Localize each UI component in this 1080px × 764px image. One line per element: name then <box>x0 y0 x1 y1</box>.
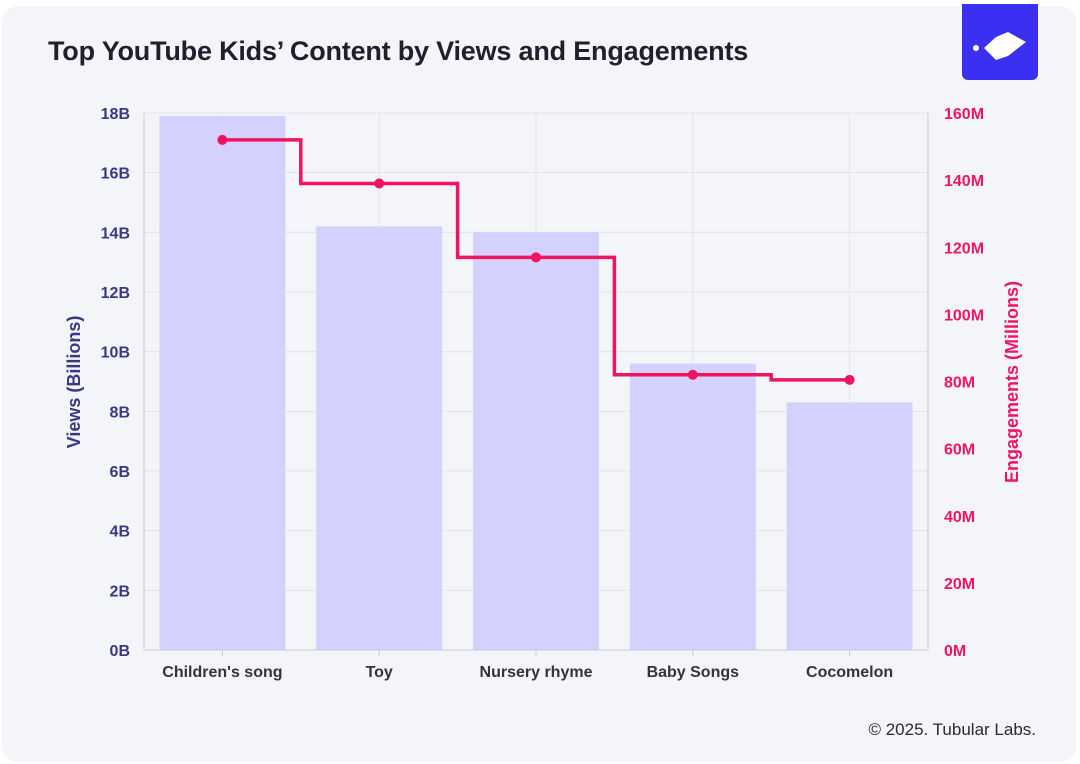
line-point[interactable] <box>374 178 385 189</box>
x-tick-label: Toy <box>366 664 393 681</box>
y2-tick-label: 100M <box>944 307 984 324</box>
bar[interactable] <box>473 232 599 651</box>
tubular-logo-icon <box>973 32 1026 60</box>
x-axis-ticks: Children's song Toy Nursery rhyme Baby Song… <box>162 664 893 681</box>
y2-axis-title: Engagements (Millions) <box>1002 281 1022 483</box>
line-point[interactable] <box>844 374 855 385</box>
bar[interactable] <box>159 115 286 650</box>
line-series <box>217 134 855 385</box>
left-axis-ticks: 0B 2B 4B 6B 8B 10B 12B 14B 16B 18B <box>101 106 130 660</box>
y-tick-label: 18B <box>101 106 130 123</box>
y2-tick-label: 60M <box>944 442 975 459</box>
copyright-footer: © 2025. Tubular Labs. <box>868 720 1036 739</box>
line-point[interactable] <box>531 252 541 263</box>
y-tick-label: 12B <box>101 285 130 302</box>
y-tick-label: 16B <box>101 166 130 183</box>
y2-tick-label: 80M <box>944 375 975 392</box>
y2-tick-label: 0M <box>944 643 966 660</box>
bar[interactable] <box>316 226 443 650</box>
y2-tick-label: 20M <box>944 576 975 593</box>
line-point[interactable] <box>217 134 228 145</box>
y2-tick-label: 140M <box>944 173 984 190</box>
bar[interactable] <box>786 402 913 650</box>
y2-tick-label: 40M <box>944 509 975 526</box>
y-tick-label: 2B <box>110 583 130 600</box>
x-tick-label: Baby Songs <box>647 664 740 681</box>
y-tick-label: 0B <box>110 643 130 660</box>
y2-tick-label: 160M <box>944 106 984 123</box>
right-axis-ticks: 0M 20M 40M 60M 80M 100M 120M 140M 160M <box>944 106 984 660</box>
bar[interactable] <box>629 363 756 650</box>
axes <box>143 113 929 656</box>
x-tick-label: Cocomelon <box>806 664 893 681</box>
y-axis-title: Views (Billions) <box>64 316 84 449</box>
y2-tick-label: 120M <box>944 240 984 257</box>
bar-series <box>159 115 913 651</box>
tubular-logo[interactable] <box>962 4 1038 80</box>
line-point[interactable] <box>687 369 698 380</box>
y-tick-label: 4B <box>110 524 130 541</box>
y-tick-label: 10B <box>101 345 130 362</box>
y-tick-label: 8B <box>110 404 130 421</box>
page-title: Top YouTube Kids’ Content by Views and E… <box>48 36 749 66</box>
x-tick-label: Nursery rhyme <box>480 664 593 681</box>
x-tick-label: Children's song <box>162 664 282 681</box>
y-tick-label: 6B <box>110 464 130 481</box>
y-tick-label: 14B <box>101 225 130 242</box>
